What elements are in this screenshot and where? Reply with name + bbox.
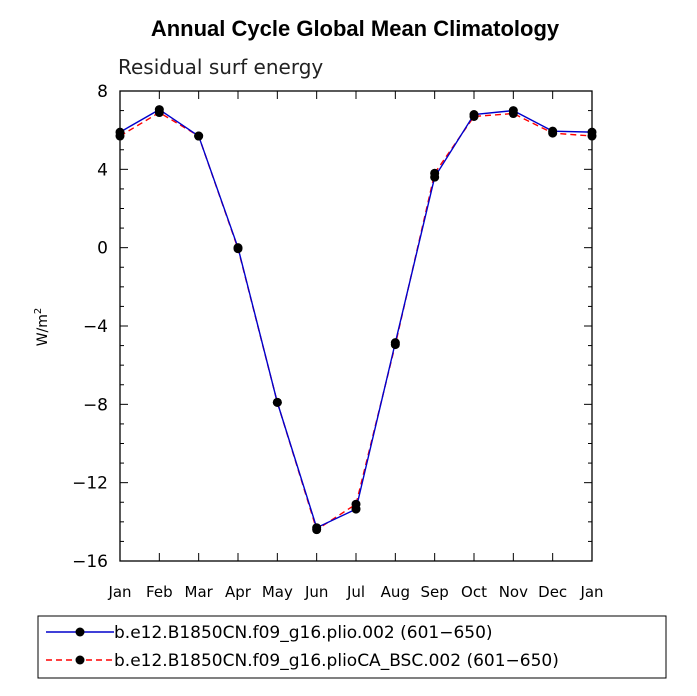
x-tick-label: May [262,583,293,601]
series-0-point [194,131,204,141]
y-tick-label: −16 [72,552,108,572]
legend-marker-0 [75,627,85,637]
series-0-point [548,126,558,136]
y-tick-label: 0 [97,239,108,259]
legend-label-0: b.e12.B1850CN.f09_g16.plio.002 (601−650) [114,623,493,643]
legend: b.e12.B1850CN.f09_g16.plio.002 (601−650)… [37,615,667,679]
series-0-point [154,105,164,115]
x-axis: Jan Feb Mar Apr May Jun Jul Aug Sep Oct Nov Dec Jan [107,91,604,601]
series-0-point [233,243,243,253]
series-0-point [587,127,597,137]
legend-box [37,615,667,679]
series-0-point [508,106,518,116]
chart-subtitle: Residual surf energy [118,55,323,79]
x-tick-label: Oct [461,583,487,601]
series-0-point [115,127,125,137]
x-tick-label: Jan [107,583,131,601]
x-tick-label: Jan [579,583,603,601]
series-layer [115,105,597,535]
y-axis-label-sup: 2 [33,308,44,314]
series-0-point [351,504,361,514]
x-tick-label: Jun [304,583,328,601]
x-tick-label: Sep [421,583,449,601]
x-tick-label: Nov [499,583,528,601]
y-tick-label: −12 [72,474,108,494]
chart-title: Annual Cycle Global Mean Climatology [151,16,560,41]
series-0-point [272,397,282,407]
y-axis-label: W/m2 [33,308,51,347]
series-line-1 [119,111,593,531]
x-tick-label: Apr [225,583,252,601]
series-0-point [390,338,400,348]
legend-label-1: b.e12.B1850CN.f09_g16.plioCA_BSC.002 (60… [114,651,559,671]
x-tick-label: Feb [146,583,173,601]
series-0-point [469,110,479,119]
y-tick-label: −4 [83,317,108,337]
legend-marker-1 [75,655,85,665]
series-0-point [430,172,440,182]
plot-area [119,90,593,562]
y-tick-label: 4 [97,160,108,180]
x-tick-label: Dec [538,583,567,601]
series-0-point [312,523,322,533]
y-tick-label: 8 [97,82,108,102]
y-axis: 8 4 0 −4 −8 −12 −16 [72,82,592,572]
y-axis-label-base: W/m [35,314,51,346]
y-tick-label: −8 [83,395,108,415]
plot-frame [119,90,593,562]
x-tick-label: Jul [346,583,365,601]
x-tick-label: Mar [185,583,214,601]
x-tick-label: Aug [381,583,410,601]
series-line-0 [119,108,593,529]
